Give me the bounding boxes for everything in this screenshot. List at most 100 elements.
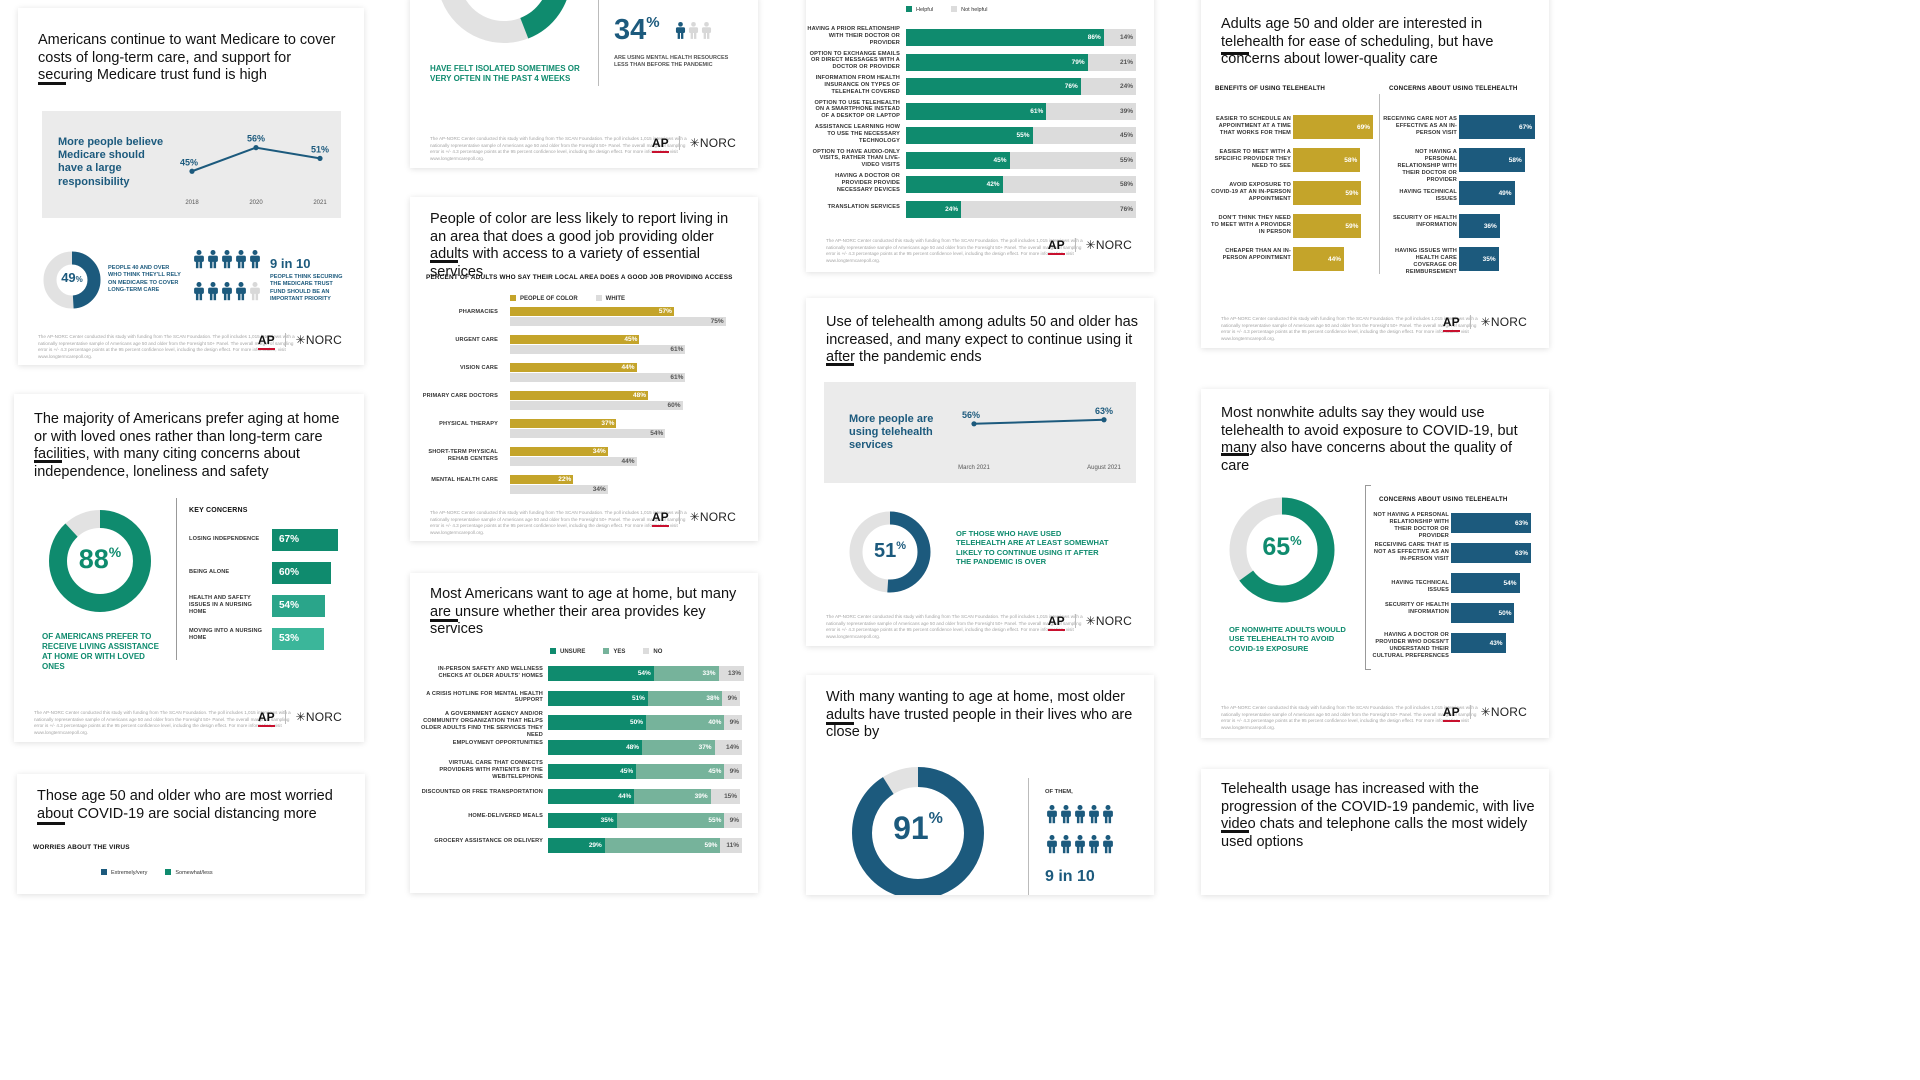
title-rule (1221, 830, 1249, 833)
category-label: URGENT CARE (455, 337, 498, 343)
bar-value-label: 58% (1344, 157, 1358, 164)
category-label: BEING ALONE (189, 569, 230, 575)
category-label: A CRISIS HOTLINE FOR MENTAL HEALTH SUPPO… (426, 690, 543, 704)
donut-value: 88% (78, 544, 122, 574)
bar (1293, 115, 1373, 139)
bar (510, 419, 617, 428)
logo-divider (1469, 705, 1471, 719)
card-medicare: Americans continue to want Medicare to c… (18, 8, 364, 365)
x-tick-label: 2021 (313, 200, 327, 206)
bar-value-label: 24% (1119, 83, 1133, 90)
bar-value-label: 54% (1503, 580, 1517, 587)
bar-value-label: 40% (708, 719, 722, 726)
donut-segment (49, 510, 151, 612)
donut-segment (43, 251, 101, 309)
category-label: IN-PERSON SAFETY AND WELLNESS CHECKS AT … (437, 666, 543, 679)
donut-value: 51% (873, 540, 907, 562)
data-point (189, 168, 195, 174)
bar-value-label: 61% (670, 346, 684, 353)
bar-value-label: 75% (710, 318, 724, 325)
bar-segment (720, 837, 743, 853)
bar (510, 363, 637, 372)
person-icon (1075, 835, 1085, 854)
panel-text: More people are using telehealth service… (849, 413, 934, 452)
logo-divider (678, 136, 680, 150)
card-title: Telehealth usage has increased with the … (1221, 781, 1535, 851)
bar-value-label: 14% (1119, 34, 1133, 41)
x-tick-label: 2020 (249, 200, 263, 206)
norc-logo: ✳NORC (1480, 315, 1527, 329)
card-title: Use of telehealth among adults 50 and ol… (826, 314, 1138, 366)
prefer-home-donut (49, 510, 151, 612)
people-icon-grid (194, 250, 260, 301)
category-label: PRIMARY CARE DOCTORS (422, 393, 498, 399)
person-icon (1075, 805, 1085, 824)
key-concerns-title: KEY CONCERNS (189, 507, 248, 514)
bar-segment (906, 151, 1010, 169)
card-local-access: People of color are less likely to repor… (410, 197, 758, 541)
logos: AP ✳NORC (1442, 705, 1527, 722)
data-point (971, 421, 977, 427)
donut-caption: OF THOSE WHO HAVE USED TELEHEALTH ARE AT… (956, 529, 1109, 567)
bar (1293, 247, 1344, 271)
bar-segment (653, 666, 719, 681)
person-icon (1089, 835, 1099, 854)
bracket-line (1365, 485, 1371, 670)
person-icon (1061, 805, 1071, 824)
big-stat-caption: ARE USING MENTAL HEALTH RESOURCES LESS T… (614, 55, 729, 69)
donut-segment (852, 767, 984, 895)
person-icon (1103, 835, 1113, 854)
bar-value-label: 24% (945, 205, 959, 213)
person-icon (222, 250, 232, 269)
bar-segment (647, 690, 723, 706)
donut-caption: OF AMERICANS PREFER TO RECEIVE LIVING AS… (42, 632, 159, 671)
category-label: DON'T THINK THEY NEED TO MEET WITH A PRO… (1211, 215, 1292, 235)
bar (1459, 247, 1499, 271)
rely-medicare-donut (43, 251, 101, 309)
donut-caption: PEOPLE 40 AND OVER WHO THINK THEY'LL REL… (108, 265, 181, 293)
bar (1459, 181, 1515, 205)
bar-segment (1087, 53, 1136, 71)
bar (510, 345, 686, 354)
concerns-title: CONCERNS ABOUT USING TELEHEALTH (1379, 496, 1508, 503)
telehealth-line-chart: 56% March 2021 63% August 2021 (958, 406, 1121, 471)
card-key-services: Most Americans want to age at home, but … (410, 573, 758, 893)
concerns-title: CONCERNS ABOUT USING TELEHEALTH (1389, 85, 1518, 92)
legend-white: WHITE (595, 295, 625, 302)
bar (510, 391, 648, 400)
bar-segment (1080, 78, 1136, 95)
bar (1459, 214, 1500, 238)
legend-extremely: Extremely/very (101, 869, 147, 876)
telehealth-panel: More people are using telehealth service… (824, 382, 1136, 483)
category-label: MOVING INTO A NURSING HOME (189, 628, 263, 641)
data-label: 56% (962, 410, 980, 420)
bar-value-label: 9% (729, 817, 740, 824)
donut-caption: OF NONWHITE ADULTS WOULD USE TELEHEALTH … (1229, 625, 1346, 653)
bar-segment (634, 788, 711, 804)
logo-divider (1074, 614, 1076, 628)
bar-segment (548, 739, 643, 755)
title-rule (430, 619, 458, 622)
series-line (973, 418, 1105, 425)
bar-value-label: 86% (1087, 34, 1101, 41)
big-stat-caption: PEOPLE THINK SECURING THE MEDICARE TRUST… (270, 274, 343, 302)
bar (510, 373, 686, 382)
category-label: OPTION TO HAVE AUDIO-ONLY VISITS, RATHER… (812, 148, 900, 169)
trusted-people-donut (852, 767, 984, 895)
ap-logo: AP (651, 136, 669, 153)
series-line (191, 146, 321, 173)
category-label: HAVING A PRIOR RELATIONSHIP WITH THEIR D… (807, 26, 900, 46)
bar (1451, 573, 1520, 593)
category-label: OPTION TO EXCHANGE EMAILS OR DIRECT MESS… (809, 50, 900, 71)
divider-line (598, 0, 599, 86)
person-icon (222, 282, 232, 301)
person-icon (236, 250, 246, 269)
card-title: Most Americans want to age at home, but … (430, 586, 737, 638)
bar-segment (718, 666, 744, 681)
bar-segment (642, 739, 715, 755)
bar-value-label: 45% (620, 768, 634, 775)
bar (1459, 148, 1525, 172)
category-label: PHYSICAL THERAPY (439, 421, 498, 427)
continue-telehealth-donut (849, 511, 931, 593)
bar (1451, 513, 1531, 533)
